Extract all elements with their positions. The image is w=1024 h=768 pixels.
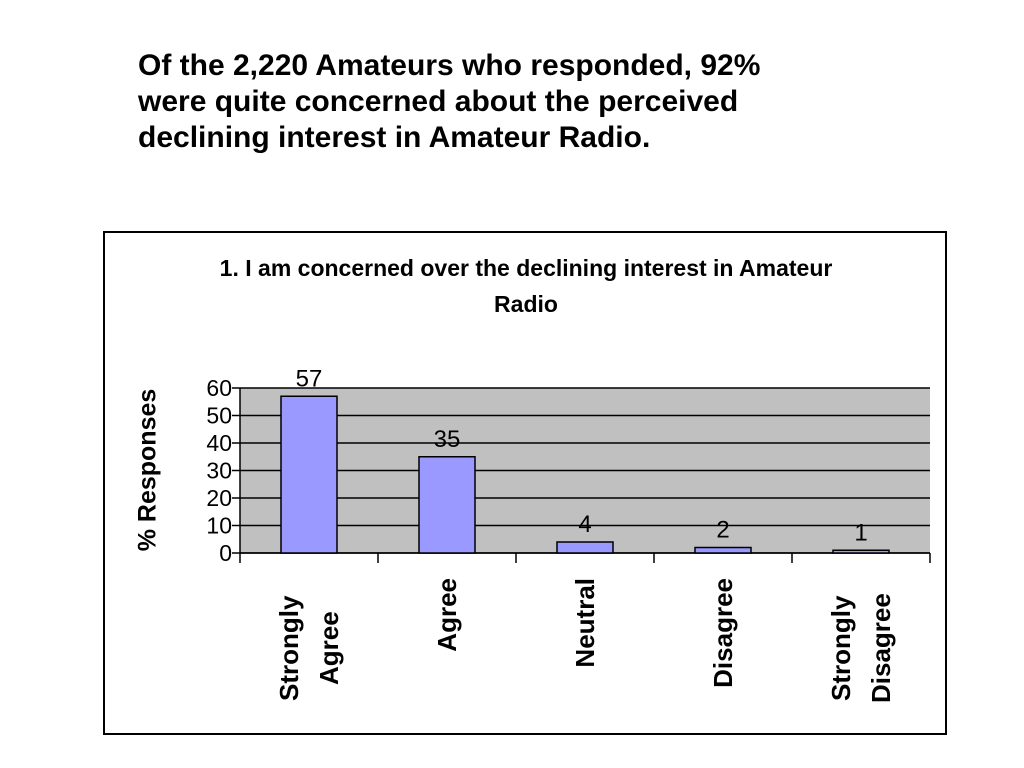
bar (556, 541, 614, 554)
y-tick-label: 30 (206, 458, 232, 484)
y-tick-label: 0 (219, 540, 232, 566)
y-tick-label: 50 (206, 403, 232, 429)
bar (280, 395, 338, 554)
chart-frame (103, 231, 947, 735)
chart-title: 1. I am concerned over the declining int… (219, 255, 833, 317)
y-tick-label: 60 (206, 375, 232, 401)
bar (418, 456, 476, 554)
value-label: 57 (296, 365, 323, 392)
x-tick-label: Disagree (708, 578, 738, 688)
bar (694, 546, 752, 554)
value-label: 4 (578, 511, 591, 538)
value-label: 2 (716, 517, 729, 544)
x-tick-label: Strongly Agree (274, 595, 344, 701)
slide-heading: Of the 2,220 Amateurs who responded, 92%… (138, 49, 761, 154)
value-label: 1 (854, 519, 867, 546)
value-label: 35 (434, 426, 461, 453)
y-tick-label: 40 (206, 430, 232, 456)
bar (832, 549, 890, 554)
x-tick-label: Neutral (570, 578, 600, 668)
y-tick-label: 20 (206, 485, 232, 511)
y-tick-label: 10 (206, 513, 232, 539)
x-tick-label: Strongly Disagree (826, 593, 896, 703)
x-tick-label: Agree (432, 578, 462, 652)
